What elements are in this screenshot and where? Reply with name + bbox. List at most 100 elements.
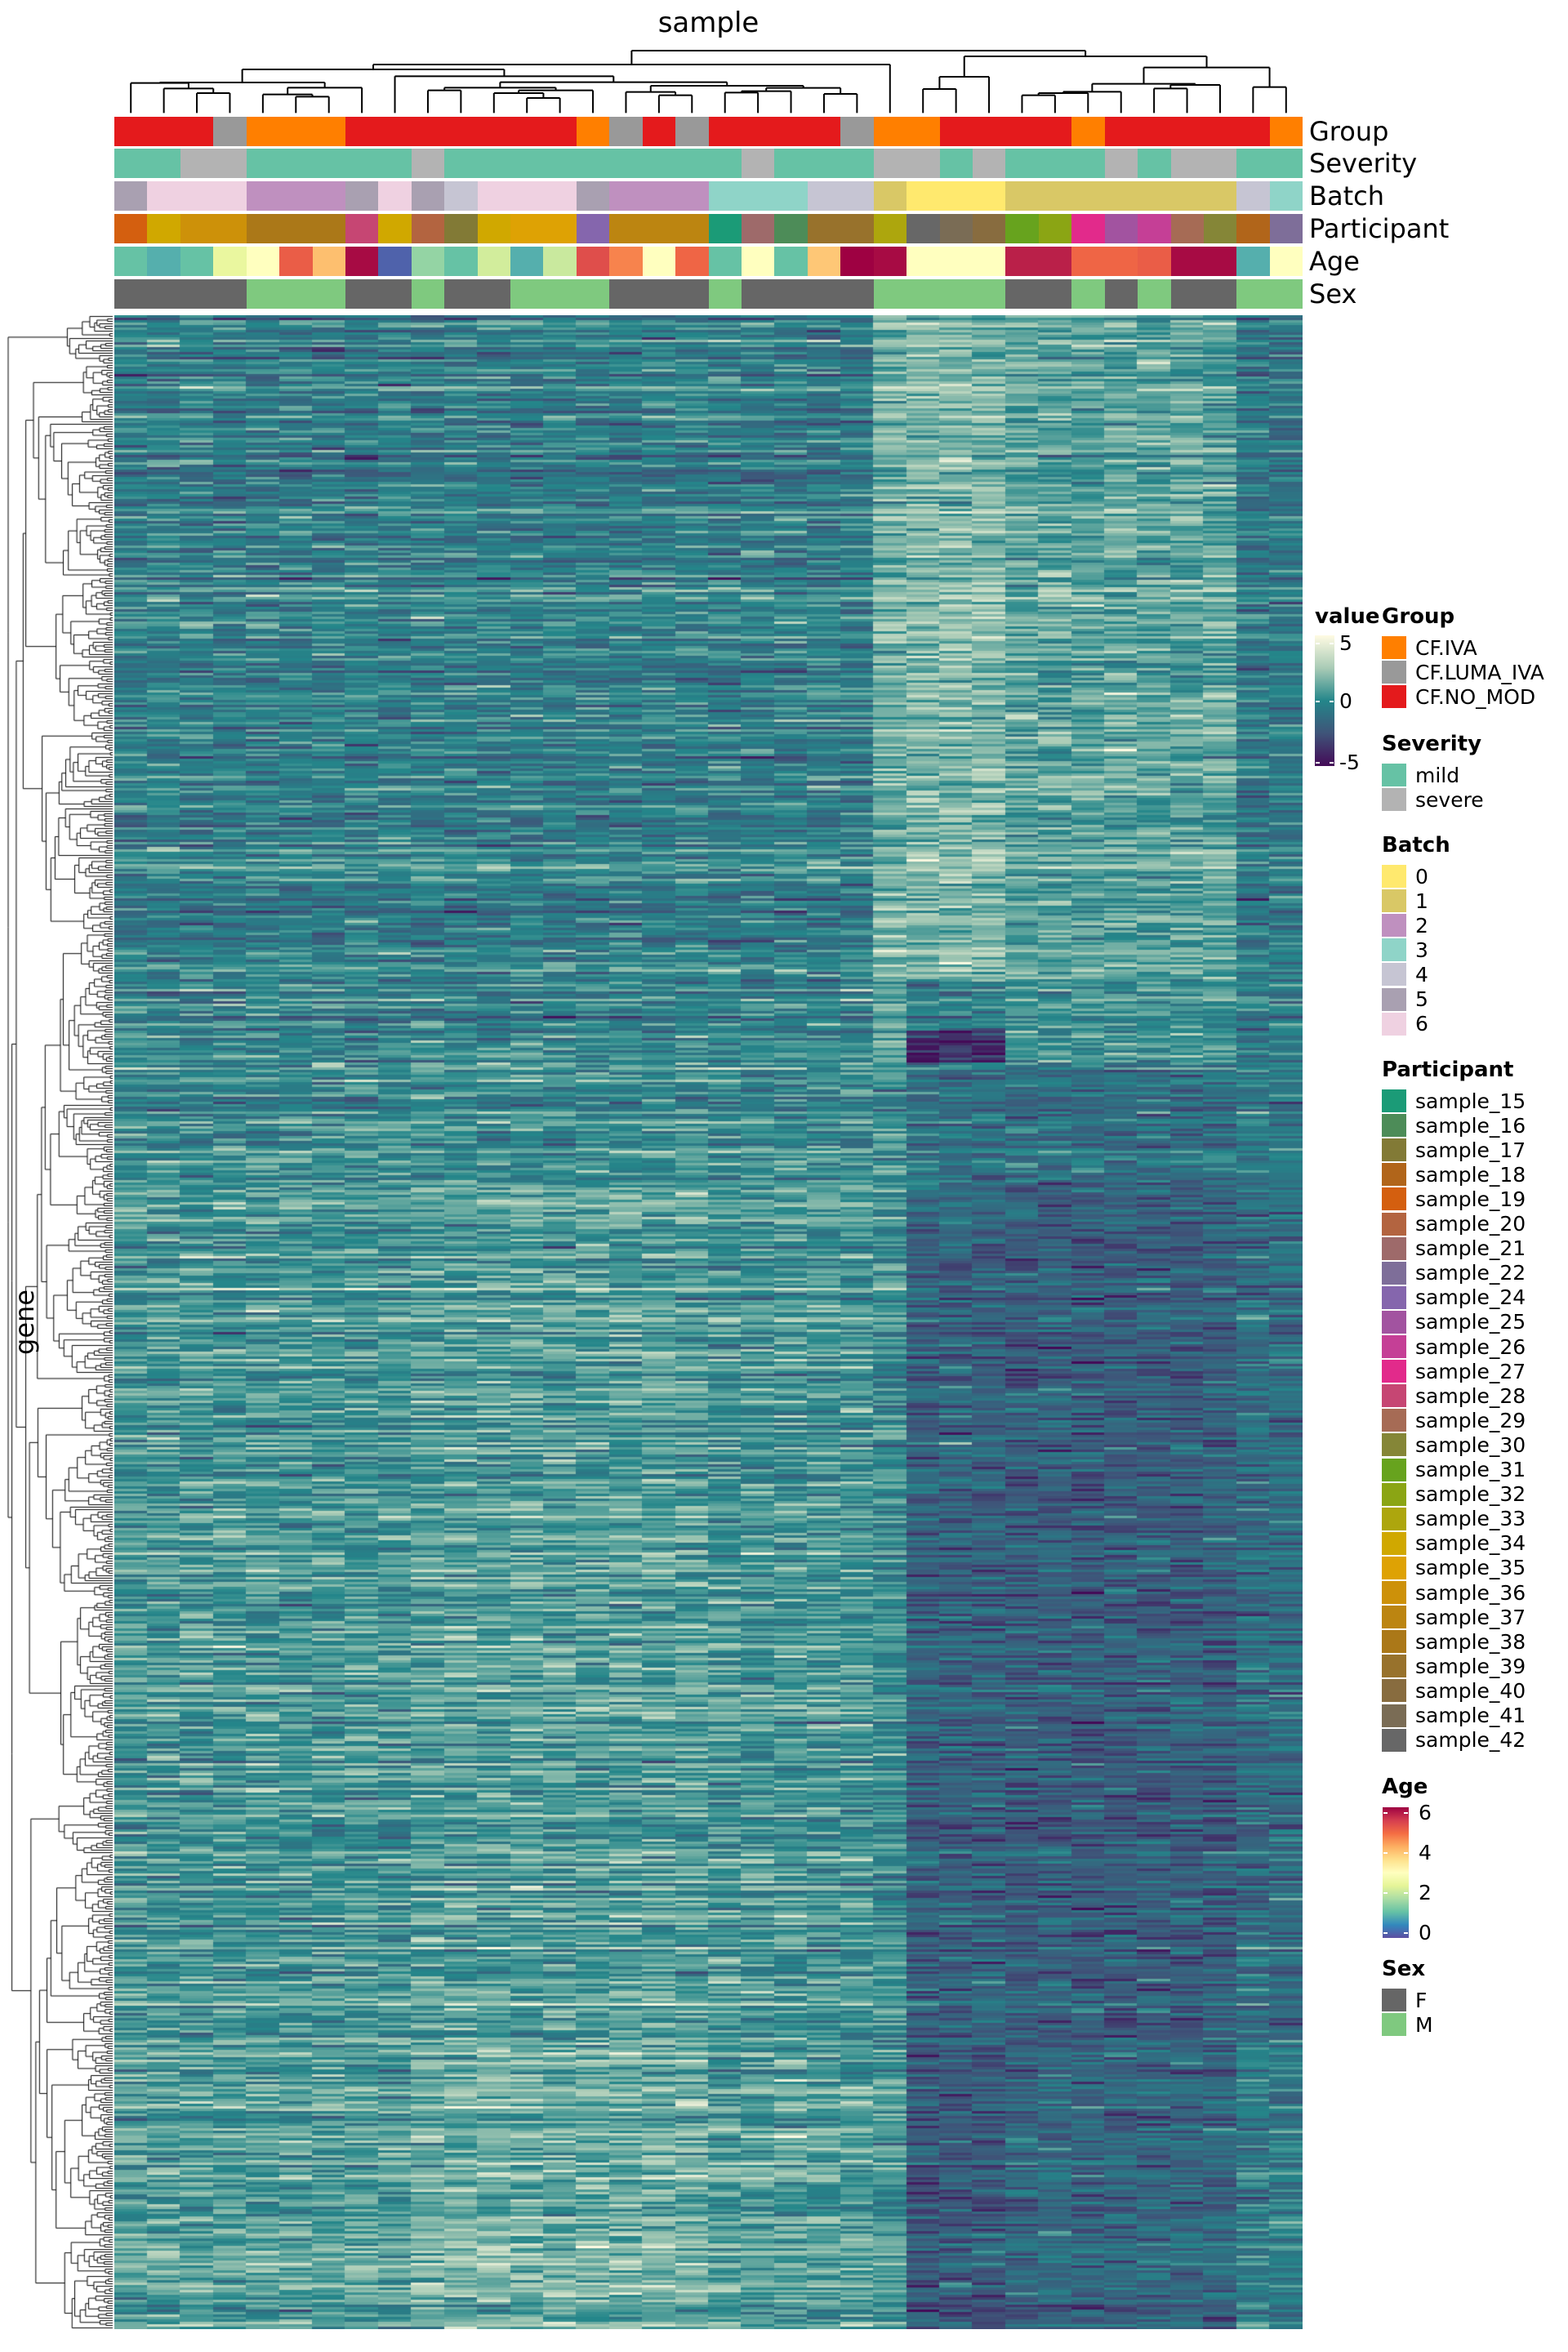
annotation-cell <box>807 117 841 146</box>
legend-item-severity: severe <box>1382 787 1484 812</box>
annotation-cell <box>774 181 808 211</box>
annotation-cell <box>147 149 180 178</box>
legend-label: sample_24 <box>1415 1285 1526 1310</box>
legend-label: sample_38 <box>1415 1629 1526 1654</box>
colorbar-tick <box>1383 1812 1388 1814</box>
annotation-cell <box>576 181 610 211</box>
annotation-cell <box>609 149 643 178</box>
annotation-cell <box>576 279 610 309</box>
annotation-cell <box>972 149 1006 178</box>
legend-label: mild <box>1415 763 1460 787</box>
annotation-cell <box>609 247 643 276</box>
value-tick-label: -5 <box>1339 751 1360 774</box>
annotation-cell <box>1038 181 1072 211</box>
annotation-cell <box>642 279 676 309</box>
annotation-cell <box>180 214 214 243</box>
annotation-cell <box>939 181 973 211</box>
annotation-cell <box>642 214 676 243</box>
colorbar-tick <box>1316 762 1320 764</box>
annotation-cell <box>1138 117 1171 146</box>
annotation-cell <box>543 149 577 178</box>
annotation-cell <box>1104 279 1138 309</box>
annotation-cell <box>609 117 643 146</box>
annotation-cell <box>840 214 874 243</box>
annotation-cell <box>1170 214 1204 243</box>
legend-item-participant: sample_41 <box>1382 1704 1526 1728</box>
annotation-cell <box>906 279 940 309</box>
annotation-cell <box>576 149 610 178</box>
annotation-cell <box>576 214 610 243</box>
legend-item-participant: sample_42 <box>1382 1728 1526 1753</box>
annotation-cell <box>708 279 742 309</box>
annotation-cell <box>180 181 214 211</box>
annotation-cell <box>1236 279 1270 309</box>
colorbar-tick <box>1404 1812 1408 1814</box>
annotation-cell <box>1104 181 1138 211</box>
annotation-label-participant: Participant <box>1309 213 1450 244</box>
annotation-label-batch: Batch <box>1309 180 1384 212</box>
legend-swatch <box>1382 1114 1406 1138</box>
annotation-cell <box>1269 181 1303 211</box>
annotation-cell <box>807 214 841 243</box>
annotation-cell <box>114 181 148 211</box>
annotation-cell <box>543 247 577 276</box>
legend-label: sample_28 <box>1415 1383 1526 1408</box>
legend-label: sample_34 <box>1415 1531 1526 1556</box>
annotation-cell <box>576 117 610 146</box>
annotation-cell <box>972 279 1006 309</box>
annotation-cell <box>1138 247 1171 276</box>
legend-swatch <box>1382 1728 1406 1752</box>
annotation-cell <box>246 149 280 178</box>
annotation-cell <box>906 149 940 178</box>
annotation-cell <box>213 214 247 243</box>
legend-label: sample_29 <box>1415 1408 1526 1432</box>
age-tick-label: 2 <box>1419 1881 1432 1904</box>
legend-title-severity: Severity <box>1382 732 1482 756</box>
annotation-cell <box>1071 214 1105 243</box>
annotation-cell <box>1203 117 1237 146</box>
annotation-cell <box>774 214 808 243</box>
annotation-label-severity: Severity <box>1309 148 1418 179</box>
annotation-cell <box>972 247 1006 276</box>
annotation-cell <box>180 247 214 276</box>
legend-item-participant: sample_28 <box>1382 1383 1526 1408</box>
colorbar-tick <box>1383 1852 1388 1854</box>
value-tick-label: 0 <box>1339 689 1352 713</box>
annotation-cell <box>312 214 345 243</box>
annotation-cell <box>1236 247 1270 276</box>
annotation-cell <box>906 214 940 243</box>
legend-item-sex: F <box>1382 1988 1427 2012</box>
legend-swatch <box>1382 938 1406 962</box>
legend-label: sample_27 <box>1415 1359 1526 1383</box>
legend-swatch <box>1382 1704 1406 1727</box>
annotation-cell <box>774 149 808 178</box>
annotation-cell <box>1170 279 1204 309</box>
annotation-cell <box>742 247 775 276</box>
legend-item-participant: sample_38 <box>1382 1629 1526 1654</box>
legend-swatch <box>1382 1458 1406 1481</box>
legend-item-participant: sample_36 <box>1382 1580 1526 1605</box>
colorbar-tick <box>1330 762 1334 764</box>
annotation-cell <box>742 117 775 146</box>
legend-item-participant: sample_34 <box>1382 1531 1526 1556</box>
annotation-cell <box>675 279 709 309</box>
legend-swatch <box>1382 914 1406 938</box>
annotation-cell <box>939 117 973 146</box>
annotation-cell <box>873 149 907 178</box>
annotation-cell <box>444 149 478 178</box>
age-tick-label: 4 <box>1419 1841 1432 1864</box>
legend-item-group: CF.LUMA_IVA <box>1382 660 1544 684</box>
annotation-cell <box>378 117 412 146</box>
annotation-cell <box>147 117 180 146</box>
legend-item-batch: 4 <box>1382 962 1428 987</box>
annotation-cell <box>742 149 775 178</box>
annotation-cell <box>1005 181 1039 211</box>
annotation-cell <box>510 214 544 243</box>
annotation-cell <box>114 149 148 178</box>
annotation-cell <box>378 214 412 243</box>
legend-item-participant: sample_31 <box>1382 1458 1526 1482</box>
annotation-cell <box>147 214 180 243</box>
annotation-cell <box>213 247 247 276</box>
annotation-cell <box>411 279 445 309</box>
row-dendrogram <box>0 315 114 2329</box>
